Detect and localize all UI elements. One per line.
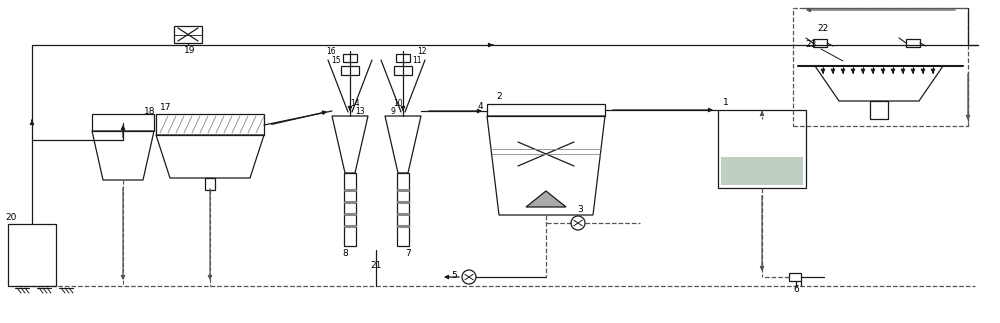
Text: 14: 14 <box>350 99 360 108</box>
Bar <box>813 39 827 47</box>
Bar <box>721 157 803 185</box>
Bar <box>92 114 154 131</box>
Bar <box>718 110 806 188</box>
Text: 8: 8 <box>342 249 348 258</box>
Bar <box>789 273 801 281</box>
Text: 9: 9 <box>391 107 395 116</box>
Bar <box>487 104 605 116</box>
Bar <box>156 114 264 135</box>
Bar <box>394 66 412 75</box>
Text: 5: 5 <box>451 272 457 280</box>
Bar <box>793 8 968 126</box>
Text: 18: 18 <box>144 107 156 116</box>
Text: 20: 20 <box>5 213 16 222</box>
Bar <box>344 173 356 246</box>
Bar <box>174 26 202 43</box>
Bar <box>205 178 215 190</box>
Text: 13: 13 <box>355 107 365 116</box>
Text: 10: 10 <box>393 99 403 108</box>
Text: 21: 21 <box>370 261 382 269</box>
Text: 2: 2 <box>496 91 502 100</box>
Bar <box>396 54 410 62</box>
Text: 16: 16 <box>326 47 336 56</box>
Text: 12: 12 <box>417 47 427 56</box>
Bar <box>8 224 56 286</box>
Text: 23: 23 <box>805 39 817 48</box>
Text: 19: 19 <box>184 46 196 55</box>
Bar <box>870 101 888 119</box>
Text: 11: 11 <box>412 56 422 65</box>
Bar <box>906 39 920 47</box>
Text: 17: 17 <box>160 102 172 111</box>
Polygon shape <box>526 191 566 207</box>
Text: 7: 7 <box>405 249 411 258</box>
Text: 6: 6 <box>793 286 799 295</box>
Text: 4: 4 <box>477 101 483 110</box>
Text: 22: 22 <box>817 24 829 33</box>
Bar <box>341 66 359 75</box>
Text: 3: 3 <box>577 204 583 214</box>
Bar <box>397 173 409 246</box>
Text: 15: 15 <box>331 56 341 65</box>
Bar <box>343 54 357 62</box>
Text: 1: 1 <box>723 98 729 107</box>
